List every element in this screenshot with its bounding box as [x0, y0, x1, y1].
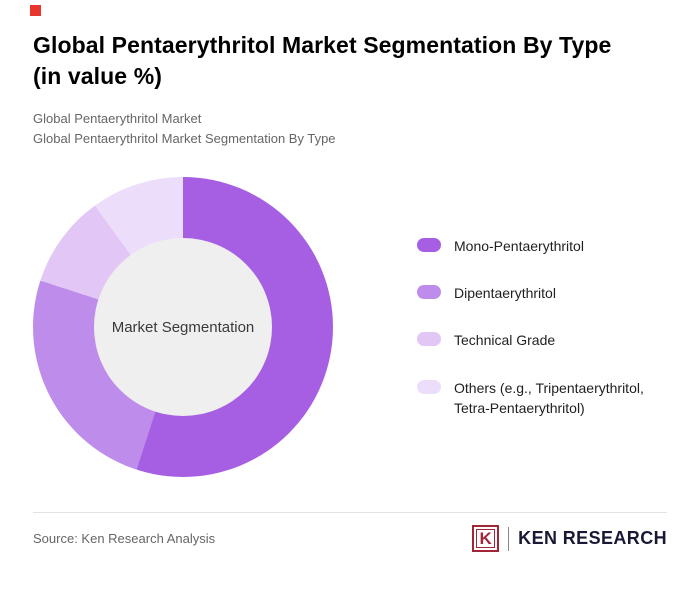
ken-research-emblem-icon: K — [472, 525, 500, 552]
legend-label-others: Others (e.g., Tripentaerythritol, Tetra-… — [454, 379, 644, 416]
donut-chart: Market Segmentation — [33, 177, 333, 477]
legend-swatch-others — [417, 379, 441, 394]
legend-item: Others (e.g., Tripentaerythritol, Tetra-… — [417, 378, 667, 419]
red-corner-mark — [30, 5, 41, 16]
chart-subtitle-2: Global Pentaerythritol Market Segmentati… — [33, 131, 336, 146]
ken-research-logo: K KEN RESEARCH — [472, 525, 667, 552]
chart-area: Market Segmentation Mono-Pentaerythritol… — [33, 177, 667, 477]
footer-divider — [33, 512, 667, 513]
chart-title-line2: (in value %) — [33, 63, 163, 89]
legend-label-technical: Technical Grade — [454, 332, 556, 349]
logo-separator — [508, 526, 510, 551]
donut-center-label: Market Segmentation — [111, 318, 255, 336]
legend-item: Dipentaerythritol — [417, 283, 667, 303]
donut-center: Market Segmentation — [94, 238, 272, 416]
logo-brand-text: KEN RESEARCH — [518, 528, 667, 548]
legend-item: Mono-Pentaerythritol — [417, 236, 667, 256]
source-text: Source: Ken Research Analysis — [33, 531, 216, 546]
footer: Source: Ken Research Analysis K KEN RESE… — [33, 525, 667, 552]
chart-title: Global Pentaerythritol Market Segmentati… — [33, 30, 667, 92]
legend-item: Technical Grade — [417, 330, 667, 350]
chart-title-line1: Global Pentaerythritol Market Segmentati… — [33, 32, 612, 58]
legend-swatch-mono — [417, 237, 441, 252]
legend-label-dipenta: Dipentaerythritol — [454, 285, 556, 302]
legend-swatch-technical — [417, 332, 441, 347]
chart-subtitles: Global Pentaerythritol Market Global Pen… — [33, 109, 667, 149]
legend-swatch-dipenta — [417, 285, 441, 300]
chart-subtitle-1: Global Pentaerythritol Market — [33, 111, 202, 126]
legend-label-mono: Mono-Pentaerythritol — [454, 237, 584, 254]
legend: Mono-Pentaerythritol Dipentaerythritol T… — [417, 236, 667, 418]
